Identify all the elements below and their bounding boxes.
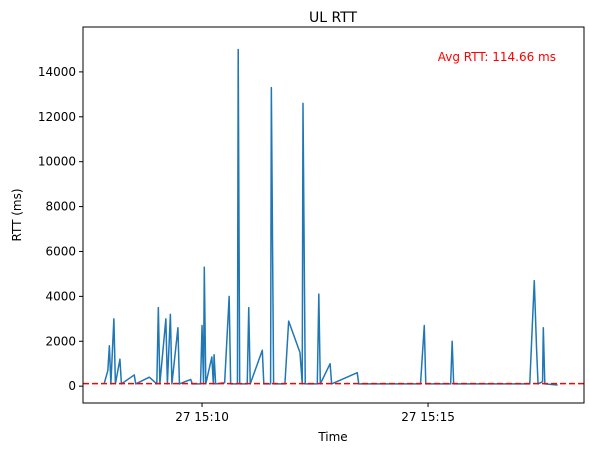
x-axis-label: Time [317, 430, 347, 444]
y-tick-label: 12000 [38, 110, 76, 124]
y-tick-label: 14000 [38, 65, 76, 79]
y-tick-label: 4000 [45, 289, 76, 303]
y-tick-label: 2000 [45, 334, 76, 348]
y-tick-label: 8000 [45, 200, 76, 214]
y-tick-label: 10000 [38, 155, 76, 169]
x-tick-label: 27 15:10 [175, 410, 229, 424]
data-line [103, 48, 558, 386]
y-tick-label: 6000 [45, 244, 76, 258]
chart-title: UL RTT [309, 10, 358, 26]
y-tick-label: 0 [68, 379, 76, 393]
x-tick-label: 27 15:15 [401, 410, 455, 424]
y-axis-label: RTT (ms) [10, 188, 24, 241]
plot-frame [82, 26, 585, 404]
annotation: Avg RTT: 114.66 ms [438, 50, 556, 64]
